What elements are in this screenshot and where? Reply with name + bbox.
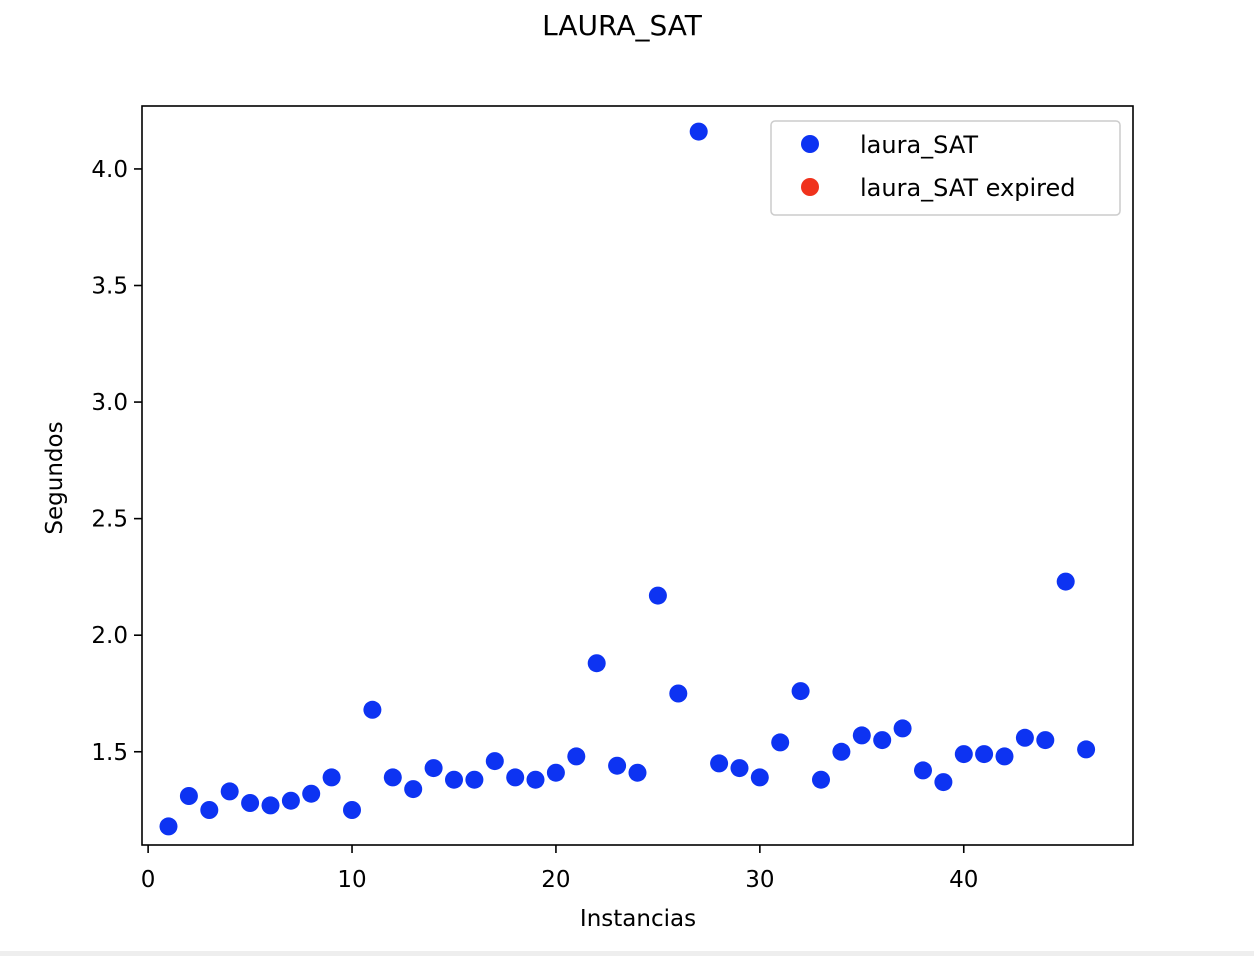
data-point [934,773,953,792]
y-axis-ticks: 1.5 2.0 2.5 3.0 3.5 4.0 [91,157,142,766]
data-point [302,784,321,803]
data-point [587,654,606,673]
x-tick-label: 40 [949,867,978,893]
plot-marks [159,122,1096,836]
data-point [710,754,729,773]
data-point [852,726,871,745]
data-point [771,733,790,752]
legend-marker-laura-sat-expired [801,178,819,196]
data-point [648,586,667,605]
y-tick-label: 2.0 [91,623,128,649]
y-tick-label: 2.5 [91,507,128,533]
data-point [995,747,1014,766]
data-point [404,780,423,799]
data-point [975,745,994,764]
data-point [526,770,545,789]
x-tick-label: 10 [337,867,366,893]
data-point [812,770,830,789]
data-point [281,791,300,810]
data-point [445,770,463,789]
data-point [546,763,565,782]
data-point [914,761,932,780]
data-point [179,787,198,805]
legend-box [770,120,1121,216]
data-point [506,768,525,787]
data-point [608,756,627,775]
data-point [200,801,219,819]
x-tick-label: 0 [141,867,156,893]
data-point [669,684,688,703]
y-tick-label: 1.5 [91,740,128,766]
data-point [873,731,892,750]
y-tick-label: 3.5 [91,274,128,300]
data-point [730,759,749,778]
data-point [220,782,239,801]
data-point [832,742,851,761]
data-point [465,770,484,789]
data-point [954,745,973,764]
data-point [241,794,260,812]
chart-title: LAURA_SAT [542,9,703,42]
y-tick-label: 3.0 [91,390,128,416]
data-point [689,122,708,141]
data-point [567,747,586,766]
y-axis-label: Segundos [42,421,68,534]
legend: laura_SAT laura_SAT expired [770,120,1121,216]
data-point [1036,731,1055,750]
data-point [261,796,280,815]
data-point [1056,572,1075,591]
data-point [628,763,647,782]
data-point [159,817,178,836]
data-point [322,768,341,787]
legend-marker-laura-sat [801,135,819,153]
data-point [893,719,912,738]
legend-label-laura-sat-expired: laura_SAT expired [860,174,1075,202]
data-point [1077,740,1096,759]
y-tick-label: 4.0 [91,157,128,183]
legend-label-laura-sat: laura_SAT [860,131,978,159]
data-point [424,759,443,778]
axes-frame [141,105,1134,846]
x-axis-ticks: 0 10 20 30 40 [141,845,978,893]
data-point [791,682,810,701]
x-tick-label: 20 [541,867,570,893]
bottom-strip [0,951,1254,956]
data-point [485,752,504,771]
data-point [343,801,361,819]
data-point [363,700,382,719]
data-point [750,768,769,787]
data-point [1015,728,1034,747]
x-tick-label: 30 [745,867,774,893]
x-axis-label: Instancias [580,906,696,932]
data-point [383,768,402,787]
